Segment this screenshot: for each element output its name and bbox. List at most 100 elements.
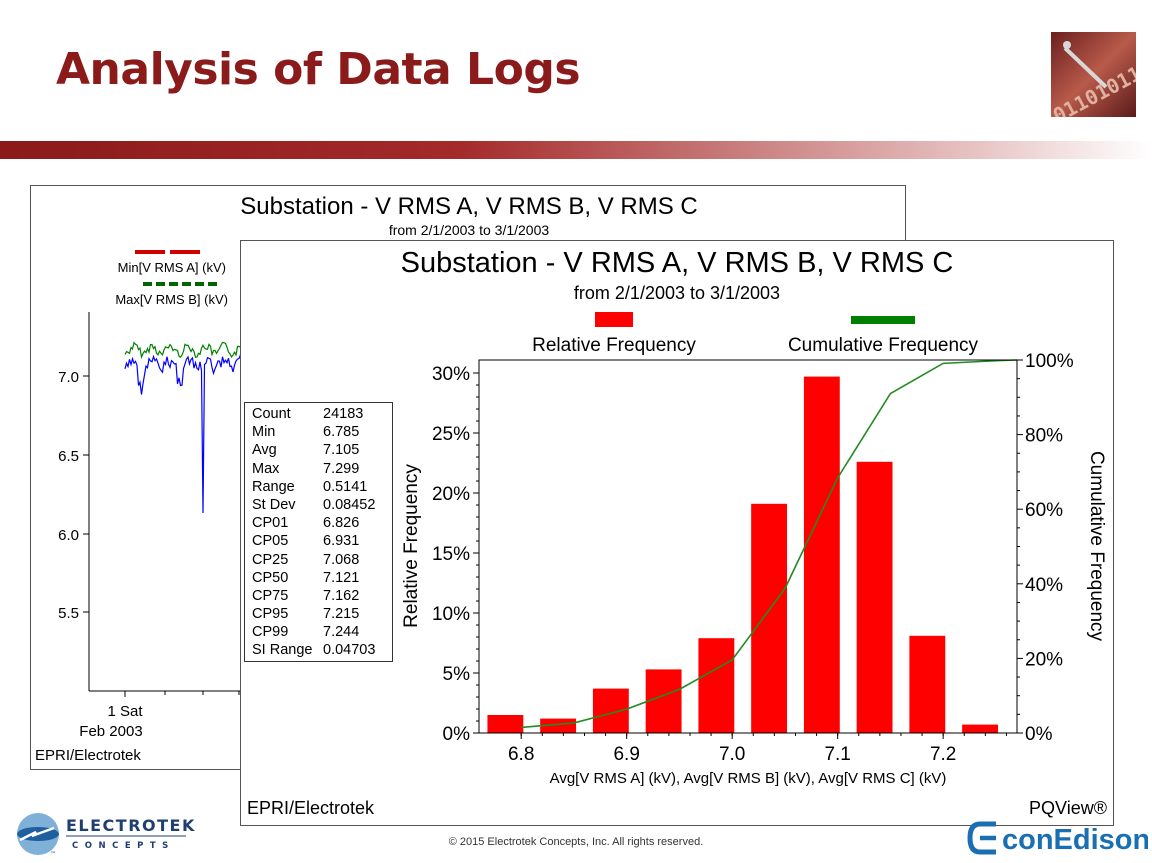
legend-swatch-cumulative xyxy=(851,316,915,324)
stat-value: 0.5141 xyxy=(323,478,368,495)
stat-key: Avg xyxy=(252,442,277,459)
stat-value: 7.105 xyxy=(323,442,360,459)
stat-key: Range xyxy=(252,478,295,495)
y2-tick-label: 80% xyxy=(1025,426,1063,447)
electrotek-logo-name: ELECTROTEK xyxy=(66,816,196,835)
stat-value: 6.931 xyxy=(323,533,360,550)
stat-row: Min 6.785 xyxy=(245,423,392,441)
stat-row: CP05 6.931 xyxy=(245,532,392,550)
stat-key: CP50 xyxy=(252,569,289,586)
x-tick-label: 7.1 xyxy=(824,744,850,765)
stat-key: CP05 xyxy=(252,533,289,550)
y2-tick-label: 20% xyxy=(1025,649,1063,670)
stat-key: St Dev xyxy=(252,496,296,513)
slide-title: Analysis of Data Logs xyxy=(56,44,581,95)
y-tick-label: 20% xyxy=(432,484,470,505)
histogram-bar xyxy=(803,376,840,733)
stat-row: CP01 6.826 xyxy=(245,514,392,532)
trend-chart-subtitle: from 2/1/2003 to 3/1/2003 xyxy=(389,222,550,238)
stat-value: 6.826 xyxy=(323,515,360,532)
trend-legend-max: Max[V RMS B] (kV) xyxy=(115,292,228,307)
binary-data-image: 0110101101 xyxy=(1051,32,1136,117)
trend-xlabel-month: Feb 2003 xyxy=(79,723,142,740)
histogram-bar xyxy=(909,635,946,733)
legend-cumulative: Cumulative Frequency xyxy=(788,335,979,356)
x-tick-label: 6.9 xyxy=(613,744,639,765)
title-band xyxy=(0,141,1152,159)
copyright-text: © 2015 Electrotek Concepts, Inc. All rig… xyxy=(448,836,704,848)
stat-row: CP99 7.244 xyxy=(245,623,392,641)
histogram-bar xyxy=(540,718,577,733)
y2-axis-label: Cumulative Frequency xyxy=(1086,451,1107,642)
y2-tick-label: 0% xyxy=(1025,724,1053,745)
x-tick-label: 6.8 xyxy=(508,744,534,765)
stat-value: 24183 xyxy=(323,406,364,422)
conedison-logo: conEdison xyxy=(966,818,1150,858)
trend-chart-title: Substation - V RMS A, V RMS B, V RMS C xyxy=(240,193,697,220)
y-axis-label: Relative Frequency xyxy=(401,464,422,628)
stat-row: Count 24183 xyxy=(245,405,392,423)
stat-value: 7.215 xyxy=(323,606,360,623)
stat-key: CP25 xyxy=(252,551,289,568)
svg-text:0110101101: 0110101101 xyxy=(1051,50,1136,117)
stat-row: Max 7.299 xyxy=(245,460,392,478)
histogram-bar xyxy=(645,669,682,733)
electrotek-logo: ELECTROTEK CONCEPTS ™ xyxy=(14,806,214,858)
histogram-title: Substation - V RMS A, V RMS B, V RMS C xyxy=(401,247,954,279)
electrotek-logo-mark: ™ xyxy=(50,851,56,858)
stat-key: SI Range xyxy=(252,642,313,659)
histogram-bar xyxy=(698,638,735,733)
legend-relative: Relative Frequency xyxy=(532,335,696,356)
histogram-footer-left: EPRI/Electrotek xyxy=(247,798,375,818)
legend-swatch-relative xyxy=(595,312,633,327)
trend-ytick: 5.5 xyxy=(58,605,79,622)
histogram-bar xyxy=(856,461,893,733)
trend-xlabel-day: 1 Sat xyxy=(107,703,143,720)
x-axis-label: Avg[V RMS A] (kV), Avg[V RMS B] (kV), Av… xyxy=(550,770,947,787)
trend-legend-min: Min[V RMS A] (kV) xyxy=(118,260,226,275)
stat-key: CP01 xyxy=(252,515,289,532)
trend-ytick: 6.5 xyxy=(58,448,79,465)
stat-value: 7.162 xyxy=(323,587,360,604)
y2-tick-label: 40% xyxy=(1025,575,1063,596)
histogram-bar xyxy=(962,724,999,733)
stat-row: CP75 7.162 xyxy=(245,587,392,605)
stat-value: 7.244 xyxy=(323,624,360,641)
stat-row: SI Range 0.04703 xyxy=(245,641,392,659)
stat-value: 0.08452 xyxy=(323,496,376,513)
trend-trace-min xyxy=(124,354,242,514)
stat-value: 7.121 xyxy=(323,569,360,586)
electrotek-logo-sub: CONCEPTS xyxy=(72,841,175,851)
y-tick-label: 25% xyxy=(432,424,470,445)
y2-tick-label: 60% xyxy=(1025,500,1063,521)
trend-footer: EPRI/Electrotek xyxy=(35,747,141,764)
histogram-subtitle: from 2/1/2003 to 3/1/2003 xyxy=(574,283,780,303)
stat-value: 0.04703 xyxy=(323,642,376,659)
stat-key: CP95 xyxy=(252,606,289,623)
y-tick-label: 30% xyxy=(432,364,470,385)
trend-ytick: 6.0 xyxy=(58,527,79,544)
y2-tick-label: 100% xyxy=(1025,351,1074,372)
histogram-bar xyxy=(487,715,524,733)
stat-row: St Dev 0.08452 xyxy=(245,496,392,514)
y-tick-label: 10% xyxy=(432,604,470,625)
stat-value: 6.785 xyxy=(323,424,360,441)
stat-key: CP75 xyxy=(252,587,289,604)
stat-row: Avg 7.105 xyxy=(245,441,392,459)
y-tick-label: 5% xyxy=(443,664,471,685)
y-tick-label: 0% xyxy=(443,724,471,745)
stat-key: CP99 xyxy=(252,624,289,641)
y-tick-label: 15% xyxy=(432,544,470,565)
stat-key: Min xyxy=(252,424,276,441)
x-tick-label: 7.0 xyxy=(719,744,745,765)
stat-row: Range 0.5141 xyxy=(245,478,392,496)
statistics-table: Count 24183 Min 6.785 Avg 7.105 Max 7.299 Ra… xyxy=(244,402,393,662)
histogram-bar xyxy=(751,503,788,733)
histogram-footer-right: PQView® xyxy=(1029,798,1107,818)
stat-key: Max xyxy=(252,460,280,477)
stat-row: CP95 7.215 xyxy=(245,605,392,623)
plot-frame xyxy=(478,359,1018,734)
stat-row: CP50 7.121 xyxy=(245,569,392,587)
stat-row: CP25 7.068 xyxy=(245,551,392,569)
stat-value: 7.068 xyxy=(323,551,360,568)
